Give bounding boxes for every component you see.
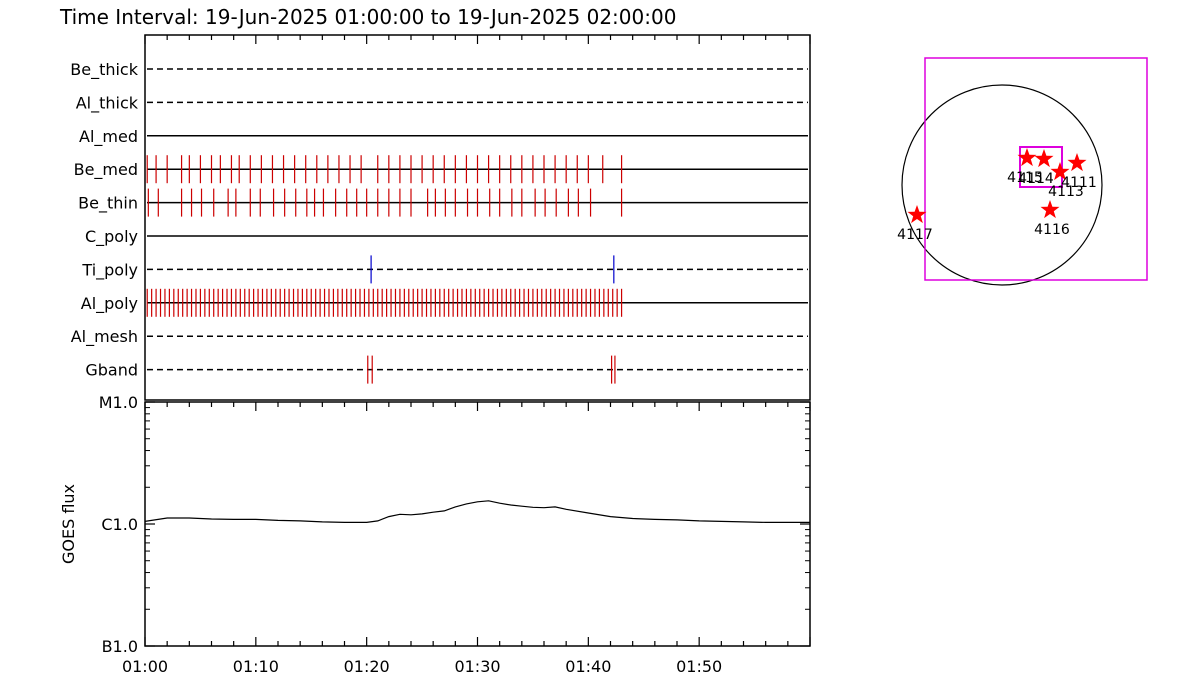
- row-label: Ti_poly: [81, 260, 138, 280]
- row-label: Al_thick: [76, 93, 139, 113]
- row-label: Be_thick: [70, 60, 138, 80]
- time-interval-title: Time Interval: 19-Jun-2025 01:00:00 to 1…: [59, 5, 676, 29]
- row-label: Gband: [85, 361, 138, 380]
- x-tick-label: 01:10: [233, 657, 279, 676]
- timeline-frame: [144, 34, 811, 401]
- x-tick-label: 01:30: [454, 657, 500, 676]
- active-region-label: 4116: [1034, 222, 1070, 238]
- row-label: Be_med: [74, 160, 138, 180]
- row-label: Al_mesh: [71, 327, 138, 347]
- instrument-timeline: Be_thick Al_thick Al_med Be_med Be_thin C_pol…: [70, 34, 811, 401]
- row-label: Be_thin: [78, 194, 138, 214]
- active-region-star: [1034, 149, 1054, 168]
- goes-flux-line: [144, 500, 810, 524]
- active-region-star: [1040, 200, 1060, 219]
- y-tick-label: M1.0: [99, 393, 138, 412]
- active-region-label: 4117: [897, 227, 933, 243]
- fov-inner-box: [1019, 146, 1063, 188]
- fov-box: [924, 57, 1148, 281]
- active-region-label: 4113: [1048, 184, 1084, 200]
- active-region-star: [907, 205, 927, 224]
- goes-ylabel: GOES flux: [59, 484, 78, 564]
- active-region-star: [1050, 162, 1070, 181]
- active-region-star: [1067, 153, 1087, 172]
- solar-disk: [901, 84, 1103, 286]
- active-region-label: 4111: [1061, 175, 1097, 191]
- row-label: C_poly: [85, 227, 138, 247]
- x-tick-label: 01:00: [122, 657, 168, 676]
- y-tick-label: C1.0: [101, 515, 138, 534]
- row-label: Al_med: [79, 127, 138, 147]
- active-region-label: 4115: [1007, 170, 1043, 186]
- goes-flux-plot: GOES flux M1.0 C1.0 B1.001:00 01:10 01:20 01:…: [59, 35, 811, 676]
- active-region-star: [1017, 148, 1037, 167]
- x-tick-label: 01:40: [565, 657, 611, 676]
- x-tick-label: 01:20: [344, 657, 390, 676]
- row-label: Al_poly: [81, 294, 138, 314]
- x-tick-label: 01:50: [676, 657, 722, 676]
- y-tick-label: B1.0: [102, 637, 138, 656]
- active-region-label: 4114: [1018, 171, 1054, 187]
- goes-frame: [144, 401, 811, 647]
